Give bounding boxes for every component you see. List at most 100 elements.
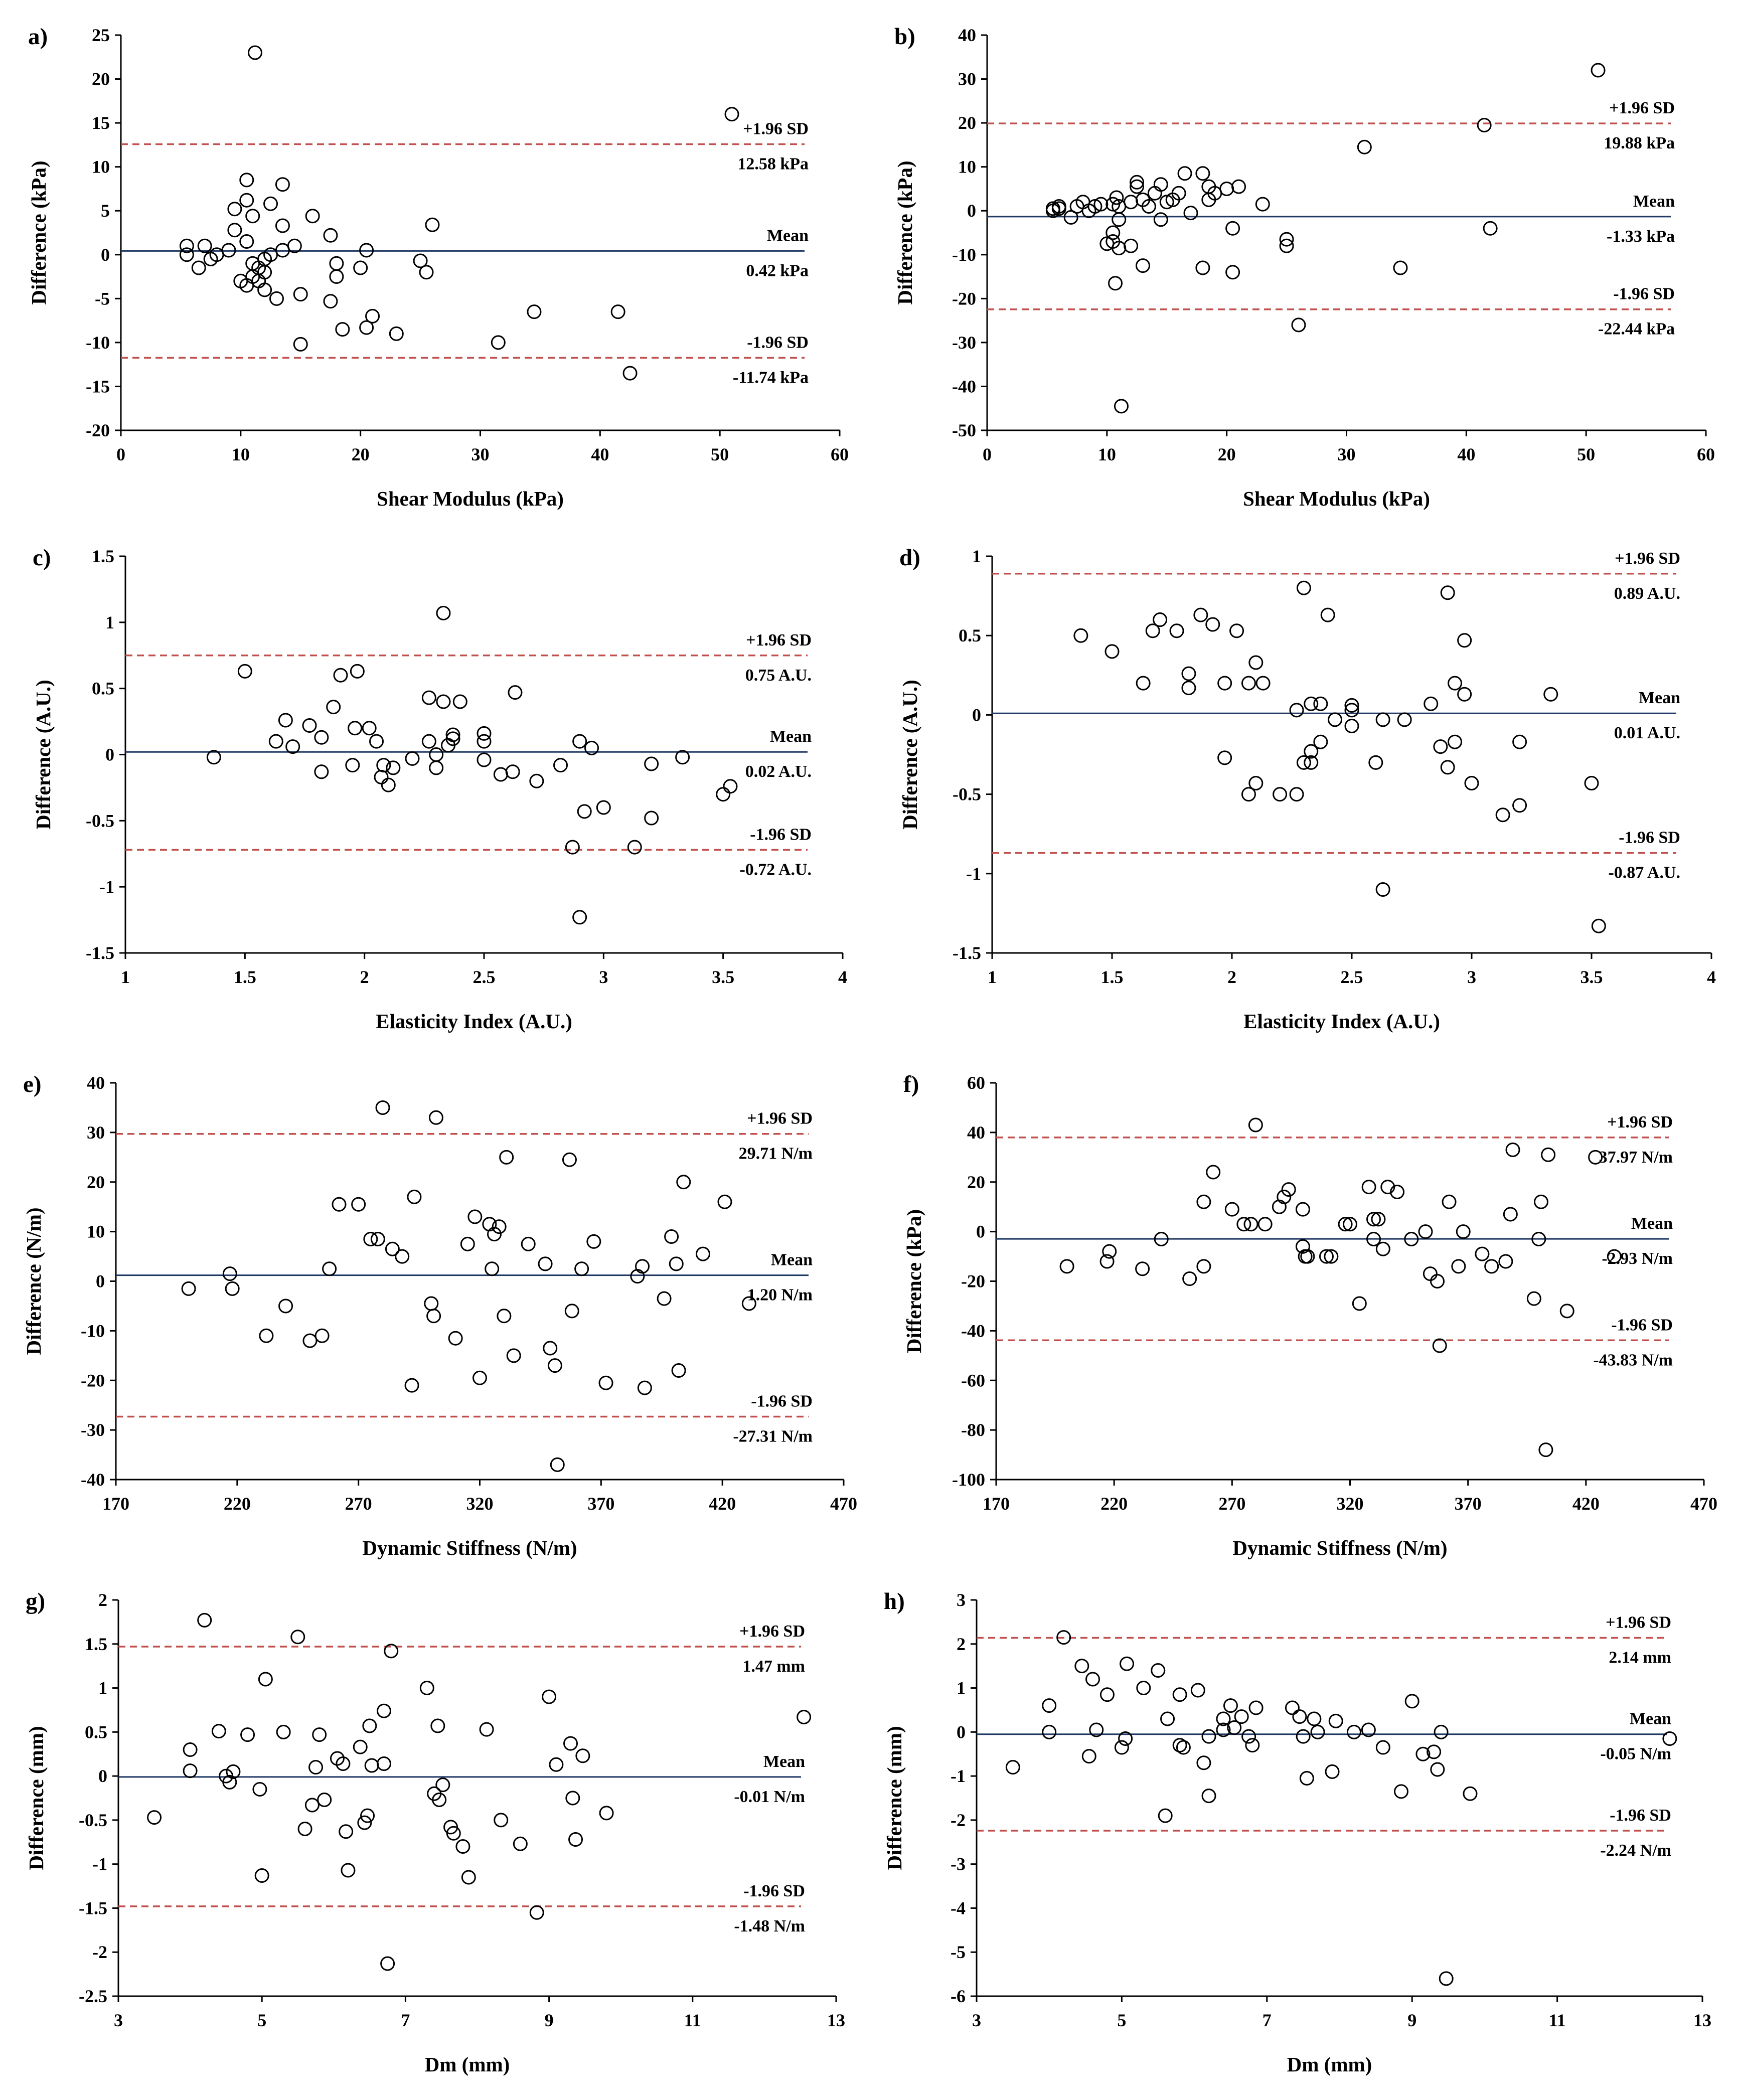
data-point xyxy=(428,1110,443,1125)
data-point xyxy=(445,727,460,742)
data-point xyxy=(322,1261,337,1276)
upper-value-label: 19.88 kPa xyxy=(1604,134,1675,152)
y-tick-label: -1 xyxy=(99,877,114,897)
data-point xyxy=(221,243,236,258)
data-point xyxy=(1236,1217,1251,1232)
x-tick-label: 3.5 xyxy=(1581,967,1603,987)
data-point xyxy=(741,1296,756,1311)
upper-value-label: 1.47 mm xyxy=(742,1657,805,1676)
data-point xyxy=(436,694,451,709)
y-tick-label: 1 xyxy=(105,612,114,632)
data-point xyxy=(1439,1971,1454,1986)
data-point xyxy=(336,1756,351,1771)
x-tick-label: 320 xyxy=(466,1494,494,1514)
data-point xyxy=(240,1727,255,1742)
data-point xyxy=(477,752,492,767)
data-point xyxy=(549,1757,564,1772)
y-tick-label: 2 xyxy=(98,1590,107,1610)
x-tick-label: 170 xyxy=(102,1494,129,1514)
data-point xyxy=(1196,1755,1211,1770)
data-point xyxy=(362,721,377,736)
y-tick-label: -1.5 xyxy=(953,943,981,963)
data-point xyxy=(1448,734,1463,749)
data-point xyxy=(1304,755,1319,770)
data-point xyxy=(448,1331,463,1346)
x-tick-label: 40 xyxy=(591,444,609,464)
data-point xyxy=(1344,719,1359,734)
data-point xyxy=(275,218,290,233)
data-point xyxy=(716,787,731,802)
y-tick-label: 0 xyxy=(976,1222,985,1242)
lower-value-label: -0.87 A.U. xyxy=(1608,864,1680,882)
data-point xyxy=(610,304,625,319)
data-point xyxy=(1456,1224,1471,1239)
data-point xyxy=(492,1219,507,1234)
data-point xyxy=(797,1709,812,1724)
data-point xyxy=(1319,1249,1334,1264)
data-point xyxy=(1225,221,1240,236)
data-point xyxy=(1475,1246,1490,1261)
data-point xyxy=(1375,882,1390,897)
y-tick-label: -5 xyxy=(951,1942,966,1962)
data-point xyxy=(1346,1724,1361,1739)
lower-value-label: -0.72 A.U. xyxy=(739,860,812,879)
data-point xyxy=(1099,1254,1115,1269)
x-tick-label: 2 xyxy=(360,967,369,987)
mean-value-label: 0.02 A.U. xyxy=(745,762,812,781)
y-tick-label: 25 xyxy=(92,25,110,45)
x-tick-label: 470 xyxy=(1690,1494,1717,1514)
data-point xyxy=(1089,1722,1104,1737)
y-tick-label: -20 xyxy=(952,288,976,308)
x-tick-label: 470 xyxy=(830,1494,857,1514)
data-point xyxy=(1172,1687,1187,1702)
data-point xyxy=(1543,687,1558,702)
data-point xyxy=(1404,1231,1419,1246)
data-point xyxy=(598,1375,613,1390)
data-point xyxy=(1291,317,1306,333)
y-tick-label: -20 xyxy=(81,1370,105,1390)
lower-title: -1.96 SD xyxy=(750,825,812,844)
data-point xyxy=(675,750,690,765)
data-point xyxy=(1153,177,1168,192)
lower-title: -1.96 SD xyxy=(1619,829,1680,847)
data-point xyxy=(499,1150,514,1165)
data-point xyxy=(375,1100,390,1115)
data-point xyxy=(1296,580,1311,595)
x-tick-label: 320 xyxy=(1337,1494,1364,1514)
data-point xyxy=(429,760,444,775)
data-point xyxy=(1393,1784,1408,1799)
y-tick-label: -40 xyxy=(952,376,976,396)
y-tick-label: -30 xyxy=(952,333,976,353)
x-tick-label: 220 xyxy=(1100,1494,1128,1514)
y-tick-label: 20 xyxy=(87,1172,105,1192)
x-tick-label: 220 xyxy=(224,1494,251,1514)
data-point xyxy=(1159,195,1174,210)
data-point xyxy=(1124,195,1139,210)
data-point xyxy=(374,769,389,784)
data-point xyxy=(657,1291,672,1306)
data-point xyxy=(1424,696,1439,711)
data-point xyxy=(183,1763,198,1779)
data-point xyxy=(181,1281,196,1296)
data-point xyxy=(363,1231,378,1246)
upper-value-label: 12.58 kPa xyxy=(737,154,809,173)
data-point xyxy=(543,1341,558,1356)
data-point xyxy=(671,1363,686,1378)
mean-value-label: 0.42 kPa xyxy=(746,261,809,280)
data-point xyxy=(1135,1261,1150,1276)
data-point xyxy=(1320,607,1335,622)
data-point xyxy=(421,734,436,749)
x-axis-label: Dynamic Stiffness (N/m) xyxy=(1232,1536,1447,1559)
x-tick-label: 2.5 xyxy=(473,967,496,987)
x-tick-label: 9 xyxy=(545,2010,554,2030)
data-point xyxy=(479,1722,494,1737)
data-point xyxy=(1325,1764,1340,1779)
data-point xyxy=(553,758,568,773)
data-point xyxy=(1136,1681,1151,1696)
data-point xyxy=(508,685,523,700)
data-point xyxy=(1432,1338,1447,1353)
data-point xyxy=(1397,712,1412,727)
data-point xyxy=(1344,698,1359,713)
data-point xyxy=(586,1234,601,1249)
y-tick-label: -10 xyxy=(81,1321,105,1341)
